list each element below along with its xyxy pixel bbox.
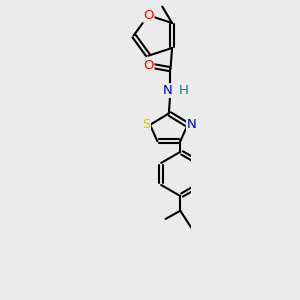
Text: N: N xyxy=(187,118,196,131)
Text: O: O xyxy=(143,59,154,73)
Text: N: N xyxy=(162,84,172,97)
Text: S: S xyxy=(142,118,150,131)
Text: O: O xyxy=(143,9,154,22)
Text: H: H xyxy=(178,84,188,97)
